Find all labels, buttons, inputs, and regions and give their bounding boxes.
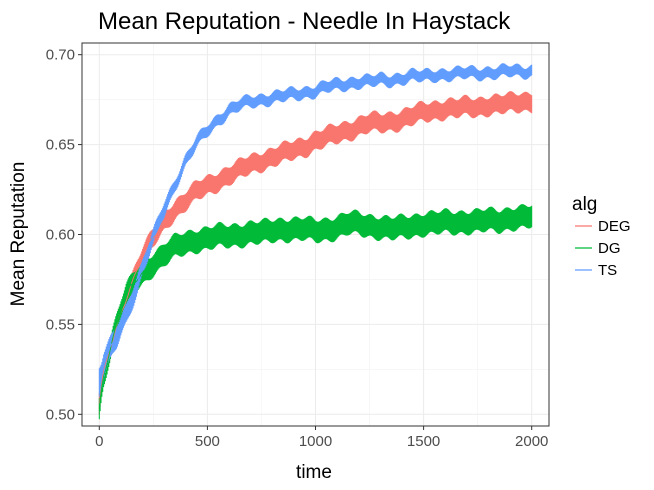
x-tick-label: 2000 [515,433,548,450]
series-line-ts [98,68,532,383]
x-tick-label: 1500 [407,433,440,450]
y-tick-label: 0.70 [46,47,75,64]
x-tick-label: 0 [95,433,103,450]
x-axis-title: time [296,462,332,483]
x-tick-label: 500 [195,433,220,450]
plot-panel [81,42,550,427]
y-tick-label: 0.55 [46,316,75,333]
legend: alg DEG DG TS [572,194,631,279]
series-lines [98,68,532,409]
y-tick-label: 0.50 [46,406,75,423]
y-axis-title: Mean Reputation [8,162,29,307]
chart-title: Mean Reputation - Needle In Haystack [98,8,511,35]
x-tick-label: 1000 [299,433,332,450]
legend-label-ts: TS [598,262,617,279]
legend-title: alg [572,194,597,215]
y-tick-label: 0.60 [46,227,75,244]
x-axis: 0 500 1000 1500 2000 [95,426,548,450]
series-line-deg [98,99,532,404]
y-axis: 0.50 0.55 0.60 0.65 0.70 [46,47,82,423]
series-line-dg [98,214,532,409]
legend-label-deg: DEG [598,218,631,235]
legend-label-dg: DG [598,240,621,257]
y-tick-label: 0.65 [46,137,75,154]
